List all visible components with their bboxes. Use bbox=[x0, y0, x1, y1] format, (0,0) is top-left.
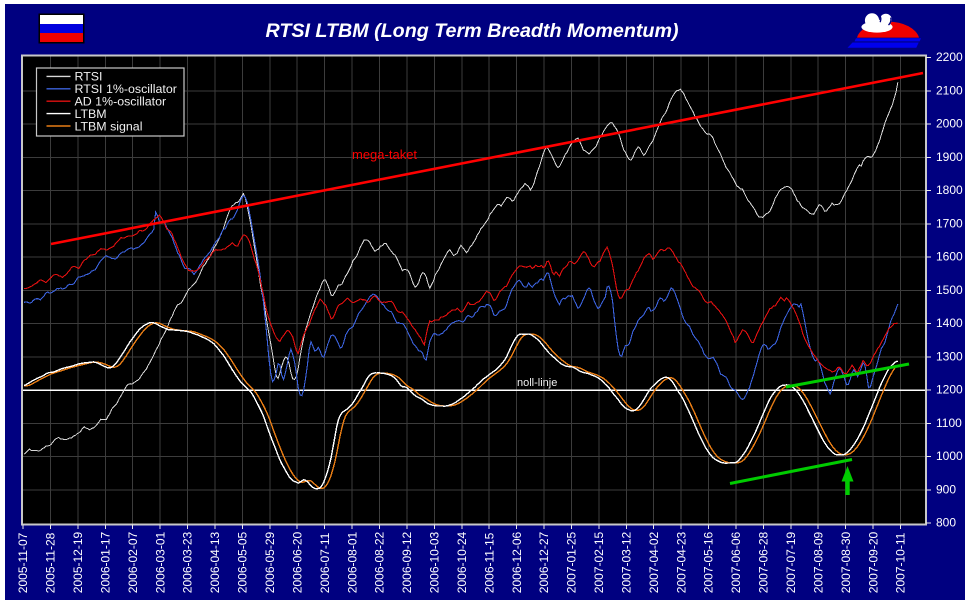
svg-text:2006-01-17: 2006-01-17 bbox=[99, 531, 113, 593]
svg-text:2007-09-20: 2007-09-20 bbox=[866, 531, 880, 593]
svg-text:1000: 1000 bbox=[936, 449, 963, 463]
svg-text:2007-01-25: 2007-01-25 bbox=[565, 531, 579, 593]
svg-text:1500: 1500 bbox=[936, 283, 963, 297]
svg-text:1900: 1900 bbox=[936, 150, 963, 164]
svg-text:2000: 2000 bbox=[936, 117, 963, 131]
svg-text:1800: 1800 bbox=[936, 183, 963, 197]
svg-text:1100: 1100 bbox=[936, 416, 962, 430]
svg-text:1300: 1300 bbox=[936, 349, 963, 363]
svg-text:2007-06-06: 2007-06-06 bbox=[729, 531, 743, 593]
svg-text:2006-12-06: 2006-12-06 bbox=[510, 531, 524, 593]
svg-text:1700: 1700 bbox=[936, 216, 963, 230]
svg-text:2006-08-01: 2006-08-01 bbox=[345, 531, 359, 593]
svg-text:1200: 1200 bbox=[936, 383, 963, 397]
svg-text:2006-06-20: 2006-06-20 bbox=[290, 531, 304, 593]
svg-text:LTBM signal: LTBM signal bbox=[75, 119, 143, 133]
svg-text:2006-05-29: 2006-05-29 bbox=[263, 531, 277, 593]
svg-text:2006-12-27: 2006-12-27 bbox=[537, 531, 551, 593]
svg-text:2007-02-15: 2007-02-15 bbox=[592, 531, 606, 593]
svg-text:2006-08-22: 2006-08-22 bbox=[373, 531, 387, 593]
svg-text:2006-10-24: 2006-10-24 bbox=[455, 531, 469, 593]
svg-text:2006-05-05: 2006-05-05 bbox=[236, 531, 250, 593]
svg-text:2007-05-16: 2007-05-16 bbox=[702, 531, 716, 593]
svg-text:800: 800 bbox=[936, 516, 956, 530]
svg-text:1400: 1400 bbox=[936, 316, 963, 330]
svg-text:1600: 1600 bbox=[936, 250, 963, 264]
svg-text:AD 1%-oscillator: AD 1%-oscillator bbox=[75, 95, 167, 109]
svg-text:2007-10-11: 2007-10-11 bbox=[894, 532, 908, 593]
svg-text:2006-10-03: 2006-10-03 bbox=[428, 531, 442, 593]
svg-text:LTBM: LTBM bbox=[75, 107, 107, 121]
svg-text:2006-03-01: 2006-03-01 bbox=[153, 531, 167, 593]
svg-text:900: 900 bbox=[936, 482, 956, 496]
svg-text:noll-linje: noll-linje bbox=[517, 377, 557, 389]
svg-text:2006-11-15: 2006-11-15 bbox=[482, 532, 496, 593]
svg-text:2007-06-28: 2007-06-28 bbox=[757, 531, 771, 593]
svg-text:2007-08-09: 2007-08-09 bbox=[811, 531, 825, 593]
svg-text:2007-08-30: 2007-08-30 bbox=[839, 531, 853, 593]
svg-text:RTSI 1%-oscillator: RTSI 1%-oscillator bbox=[75, 82, 177, 96]
svg-text:2005-11-28: 2005-11-28 bbox=[44, 532, 58, 593]
svg-text:2005-11-07: 2005-11-07 bbox=[16, 532, 30, 593]
svg-text:2006-03-23: 2006-03-23 bbox=[181, 531, 195, 593]
svg-text:2007-04-23: 2007-04-23 bbox=[674, 531, 688, 593]
svg-text:2100: 2100 bbox=[936, 83, 963, 97]
svg-text:2200: 2200 bbox=[936, 50, 963, 64]
svg-text:2007-03-12: 2007-03-12 bbox=[620, 531, 634, 593]
svg-text:2006-02-07: 2006-02-07 bbox=[126, 531, 140, 593]
svg-text:2006-04-13: 2006-04-13 bbox=[208, 531, 222, 593]
svg-text:2006-07-11: 2006-07-11 bbox=[318, 532, 332, 593]
svg-text:mega-taket: mega-taket bbox=[352, 147, 417, 162]
svg-text:2007-04-02: 2007-04-02 bbox=[647, 531, 661, 593]
svg-text:2007-07-19: 2007-07-19 bbox=[784, 531, 798, 593]
svg-text:RTSI: RTSI bbox=[75, 70, 103, 84]
svg-text:2006-09-12: 2006-09-12 bbox=[400, 531, 414, 593]
svg-text:RTSI LTBM (Long Term Breadth M: RTSI LTBM (Long Term Breadth Momentum) bbox=[265, 20, 678, 42]
svg-text:2005-12-19: 2005-12-19 bbox=[71, 531, 85, 593]
